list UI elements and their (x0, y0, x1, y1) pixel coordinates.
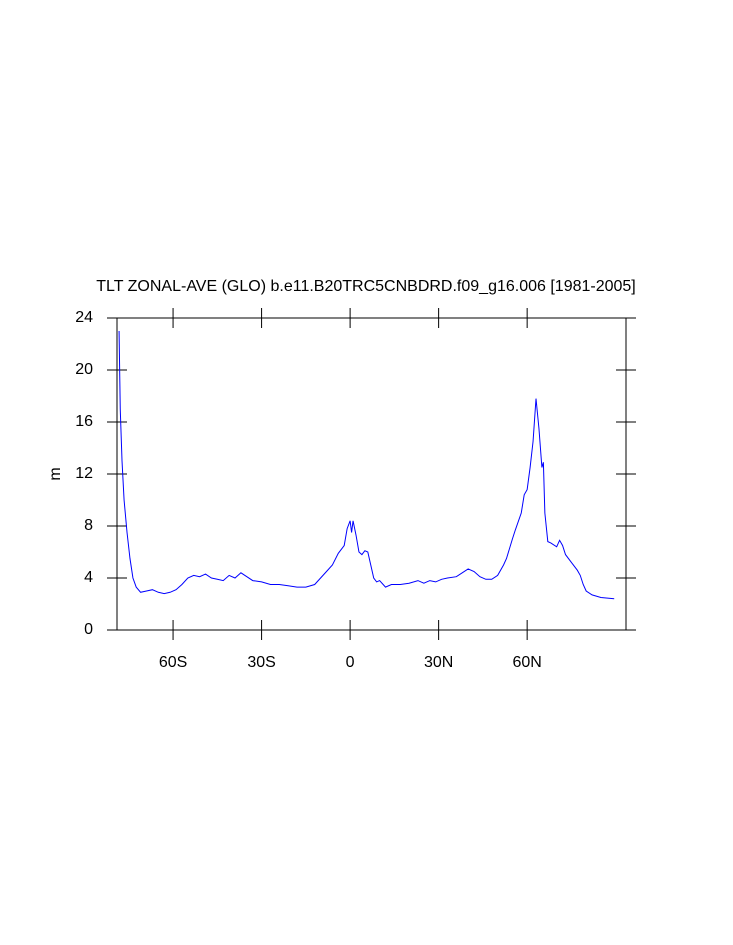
y-tick-label: 8 (84, 517, 93, 534)
plot-frame (116, 317, 627, 631)
data-line (118, 330, 615, 600)
y-axis-label: m (47, 467, 64, 480)
x-tick-label: 0 (346, 654, 355, 671)
y-tick-label: 4 (84, 569, 93, 586)
y-tick-label: 12 (75, 465, 93, 482)
y-tick-label: 24 (75, 309, 93, 326)
x-tick-label: 60S (159, 654, 187, 671)
chart-title: TLT ZONAL-AVE (GLO) b.e11.B20TRC5CNBDRD.… (96, 278, 636, 295)
x-tick-label: 30S (247, 654, 275, 671)
y-tick-label: 20 (75, 361, 93, 378)
y-tick-label: 0 (84, 621, 93, 638)
x-tick-label: 60N (512, 654, 541, 671)
y-tick-label: 16 (75, 413, 93, 430)
x-tick-label: 30N (424, 654, 453, 671)
